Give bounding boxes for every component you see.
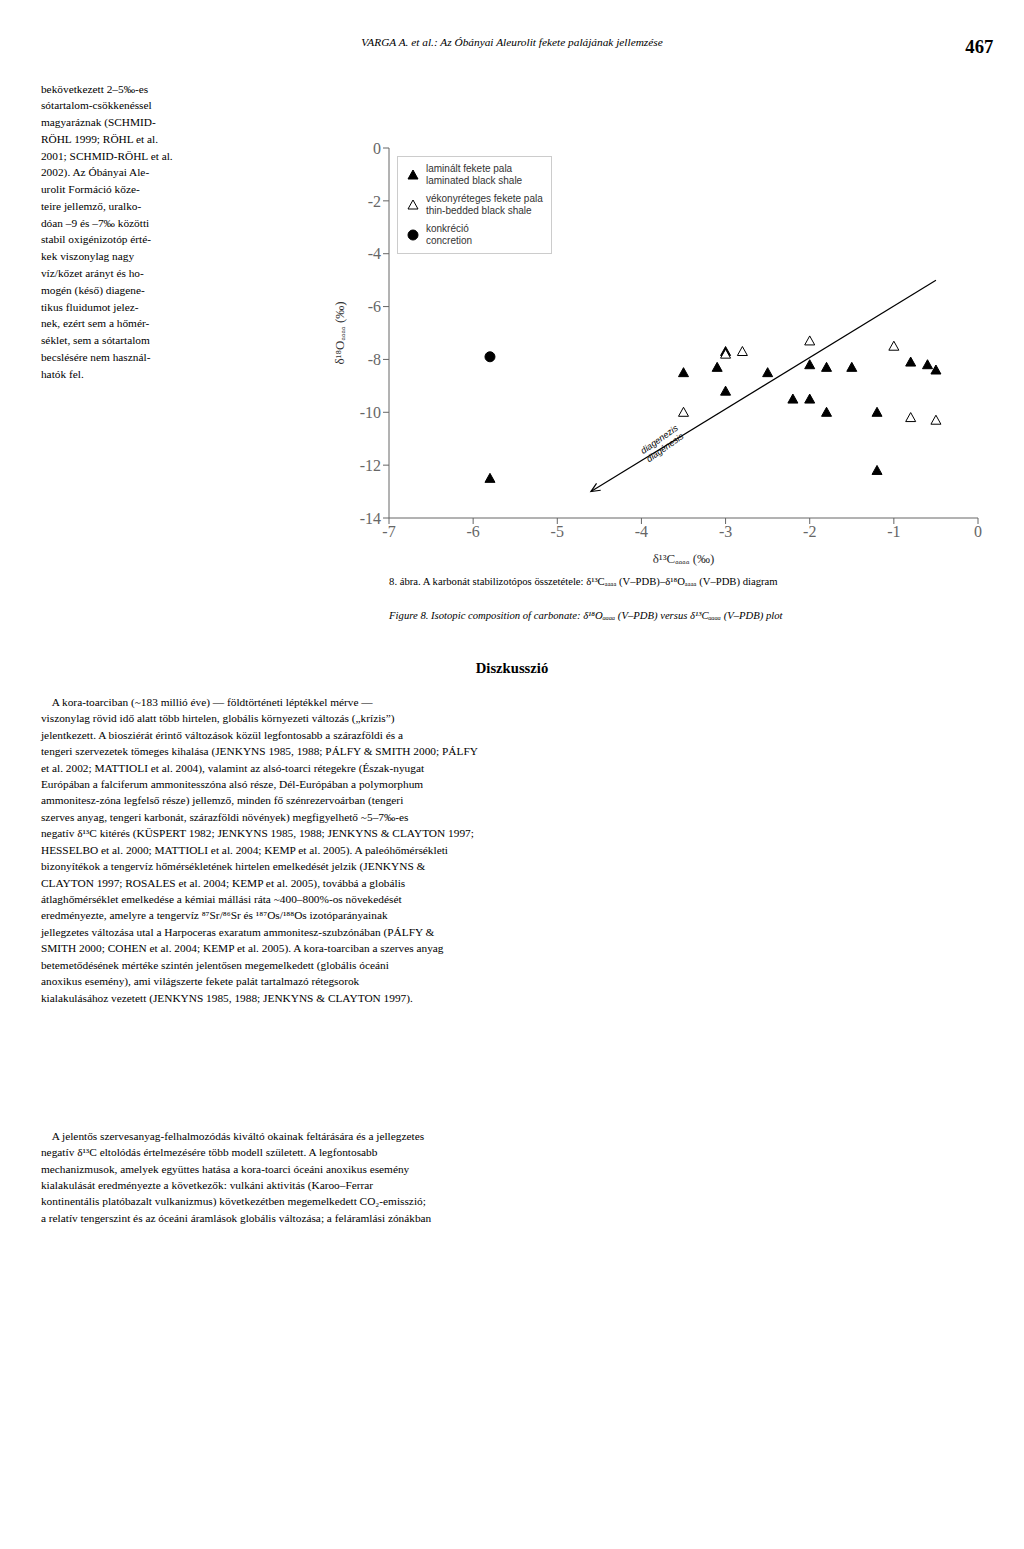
- html-text:A kora-toarciban (~183 millió: A kora-toarciban (~183 millió éve) — föl…: [41, 695, 478, 1004]
- html-text:8. ábra. A karbonát stabilizot: 8. ábra. A karbonát stabilizotópos össze…: [389, 576, 778, 588]
- svg-text:-7: -7: [382, 523, 395, 540]
- svg-text:-2: -2: [803, 523, 816, 540]
- svg-text:0: 0: [974, 523, 982, 540]
- html-text:vékonyréteges fekete pala thin: vékonyréteges fekete pala thin-bedded bl…: [426, 193, 543, 216]
- svg-text:-5: -5: [551, 523, 564, 540]
- svg-text:-1: -1: [887, 523, 900, 540]
- svg-text:δ¹⁸Oₐₐₐₐ (‰): δ¹⁸Oₐₐₐₐ (‰): [332, 301, 347, 364]
- svg-text:-10: -10: [360, 404, 381, 421]
- svg-text:-8: -8: [368, 351, 381, 368]
- html-text:laminált fekete pala laminated: laminált fekete pala laminated black sha…: [426, 163, 523, 186]
- svg-text:0: 0: [373, 140, 381, 157]
- html-text:Diszkusszió: Diszkusszió: [475, 659, 549, 676]
- svg-text:δ¹³Cₐₐₐₐ (‰): δ¹³Cₐₐₐₐ (‰): [653, 551, 715, 566]
- html-text:467: 467: [965, 35, 994, 57]
- html-text:VARGA A. et al.: Az Óbányai Al: VARGA A. et al.: Az Óbányai Aleurolit fe…: [361, 35, 663, 48]
- svg-text:-3: -3: [719, 523, 732, 540]
- svg-text:-4: -4: [368, 245, 381, 262]
- html-text:konkréció concretion: konkréció concretion: [426, 223, 473, 246]
- svg-text:-6: -6: [466, 523, 479, 540]
- html-text:bekövetkezett 2–5‰-es sótartal: bekövetkezett 2–5‰-es sótartalom-csökken…: [41, 82, 173, 380]
- svg-text:diagenezisdiagénesis: diagenezisdiagénesis: [639, 423, 686, 464]
- svg-text:-4: -4: [635, 523, 648, 540]
- svg-text:-6: -6: [368, 298, 381, 315]
- svg-text:-14: -14: [360, 510, 381, 527]
- html-text:A jelentős szervesanyag-felhal: A jelentős szervesanyag-felhalmozódás ki…: [41, 1129, 432, 1224]
- svg-text:-12: -12: [360, 457, 381, 474]
- html-text:Figure 8. Isotopic composition: Figure 8. Isotopic composition of carbon…: [389, 610, 783, 622]
- svg-text:-2: -2: [368, 193, 381, 210]
